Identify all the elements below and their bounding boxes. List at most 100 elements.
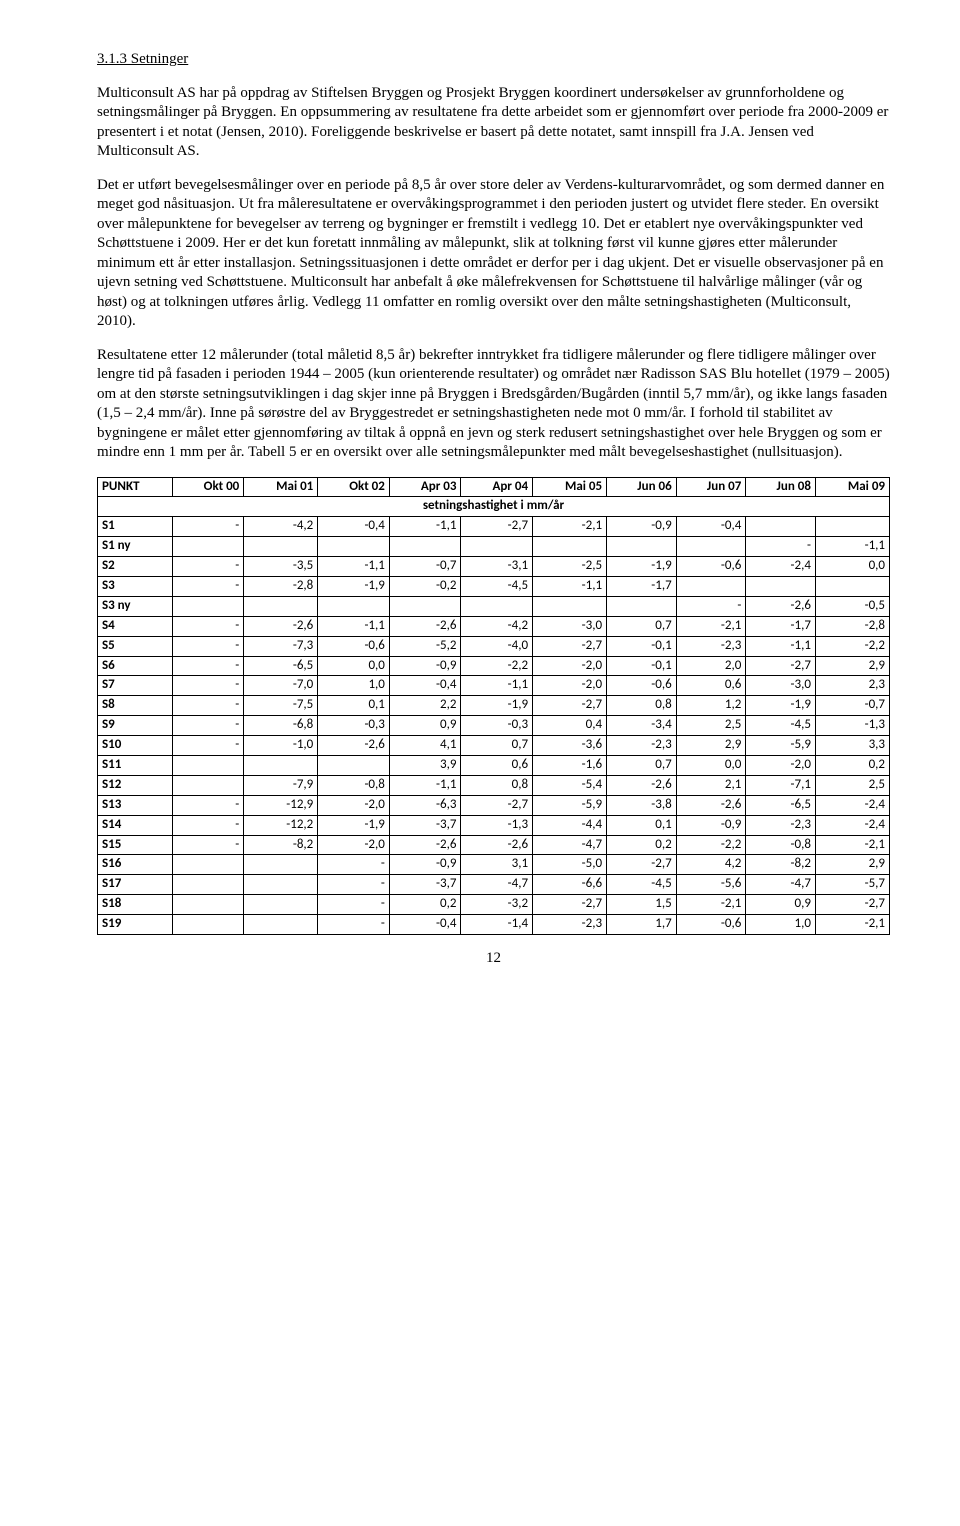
cell: -12,9 [244,795,318,815]
cell: 3,3 [815,736,889,756]
cell: -8,2 [244,835,318,855]
cell [389,596,461,616]
cell: -5,2 [389,636,461,656]
cell: -2,6 [461,835,533,855]
cell: 2,1 [676,775,746,795]
cell: -1,1 [318,557,390,577]
cell: -7,0 [244,676,318,696]
cell: -2,0 [318,795,390,815]
row-id: S4 [98,616,173,636]
cell: -4,2 [461,616,533,636]
cell: -3,1 [461,557,533,577]
table-row: S10--1,0-2,64,10,7-3,6-2,32,9-5,93,3 [98,736,890,756]
cell: -2,7 [533,636,607,656]
table-row: S19--0,4-1,4-2,31,7-0,61,0-2,1 [98,915,890,935]
cell: -6,5 [244,656,318,676]
cell: -7,1 [746,775,816,795]
cell [172,755,244,775]
cell: - [172,656,244,676]
cell: 0,6 [676,676,746,696]
cell: - [172,517,244,537]
cell: - [318,855,390,875]
cell: - [318,895,390,915]
row-id: S8 [98,696,173,716]
col-mai09: Mai 09 [815,477,889,497]
cell: -2,7 [461,517,533,537]
cell [676,537,746,557]
cell: 1,0 [746,915,816,935]
paragraph-3: Resultatene etter 12 målerunder (total m… [97,346,890,463]
cell: -0,2 [389,576,461,596]
cell: -4,5 [746,716,816,736]
cell: 0,2 [815,755,889,775]
cell: - [172,815,244,835]
cell: 2,9 [676,736,746,756]
cell: 2,5 [815,775,889,795]
row-id: S12 [98,775,173,795]
cell [244,596,318,616]
col-jun07: Jun 07 [676,477,746,497]
cell: -2,3 [676,636,746,656]
table-row: S2--3,5-1,1-0,7-3,1-2,5-1,9-0,6-2,40,0 [98,557,890,577]
cell: 1,0 [318,676,390,696]
table-row: S6--6,50,0-0,9-2,2-2,0-0,12,0-2,72,9 [98,656,890,676]
cell: -5,9 [533,795,607,815]
cell [746,517,816,537]
cell: -2,4 [815,815,889,835]
cell: -6,6 [533,875,607,895]
col-jun06: Jun 06 [607,477,677,497]
cell: -0,9 [389,656,461,676]
cell: -0,6 [607,676,677,696]
cell [172,855,244,875]
cell: -1,4 [461,915,533,935]
cell: 3,1 [461,855,533,875]
row-id: S17 [98,875,173,895]
table-body: S1--4,2-0,4-1,1-2,7-2,1-0,9-0,4S1 ny--1,… [98,517,890,935]
cell: -3,0 [533,616,607,636]
cell: -1,1 [533,576,607,596]
cell: -2,3 [746,815,816,835]
table-row: S113,90,6-1,60,70,0-2,00,2 [98,755,890,775]
col-mai01: Mai 01 [244,477,318,497]
row-id: S3 [98,576,173,596]
cell: -2,3 [607,736,677,756]
table-row: S9--6,8-0,30,9-0,30,4-3,42,5-4,5-1,3 [98,716,890,736]
cell: 4,1 [389,736,461,756]
cell: -2,6 [746,596,816,616]
section-heading: 3.1.3 Setninger [97,50,890,70]
cell: -2,6 [389,835,461,855]
table-row: S12-7,9-0,8-1,10,8-5,4-2,62,1-7,12,5 [98,775,890,795]
cell: - [172,557,244,577]
cell: -2,4 [746,557,816,577]
row-id: S6 [98,656,173,676]
cell: 0,7 [607,616,677,636]
cell: -2,3 [533,915,607,935]
cell: -5,6 [676,875,746,895]
cell [172,875,244,895]
cell: -12,2 [244,815,318,835]
cell: -2,6 [244,616,318,636]
cell: -2,7 [815,895,889,915]
cell: -2,0 [746,755,816,775]
cell: - [172,696,244,716]
cell: -2,2 [461,656,533,676]
cell: -5,9 [746,736,816,756]
cell: - [172,636,244,656]
cell: -1,1 [746,636,816,656]
table-row: S1 ny--1,1 [98,537,890,557]
cell: -1,9 [318,576,390,596]
row-id: S5 [98,636,173,656]
cell: -2,8 [244,576,318,596]
cell: -2,1 [815,835,889,855]
cell: -1,1 [389,517,461,537]
cell: - [172,676,244,696]
row-id: S16 [98,855,173,875]
cell: 4,2 [676,855,746,875]
cell: -1,9 [746,696,816,716]
paragraph-1: Multiconsult AS har på oppdrag av Stifte… [97,84,890,162]
cell: -6,3 [389,795,461,815]
cell: -1,7 [607,576,677,596]
cell: - [172,616,244,636]
settlement-table: PUNKT Okt 00 Mai 01 Okt 02 Apr 03 Apr 04… [97,477,890,935]
cell: 2,2 [389,696,461,716]
